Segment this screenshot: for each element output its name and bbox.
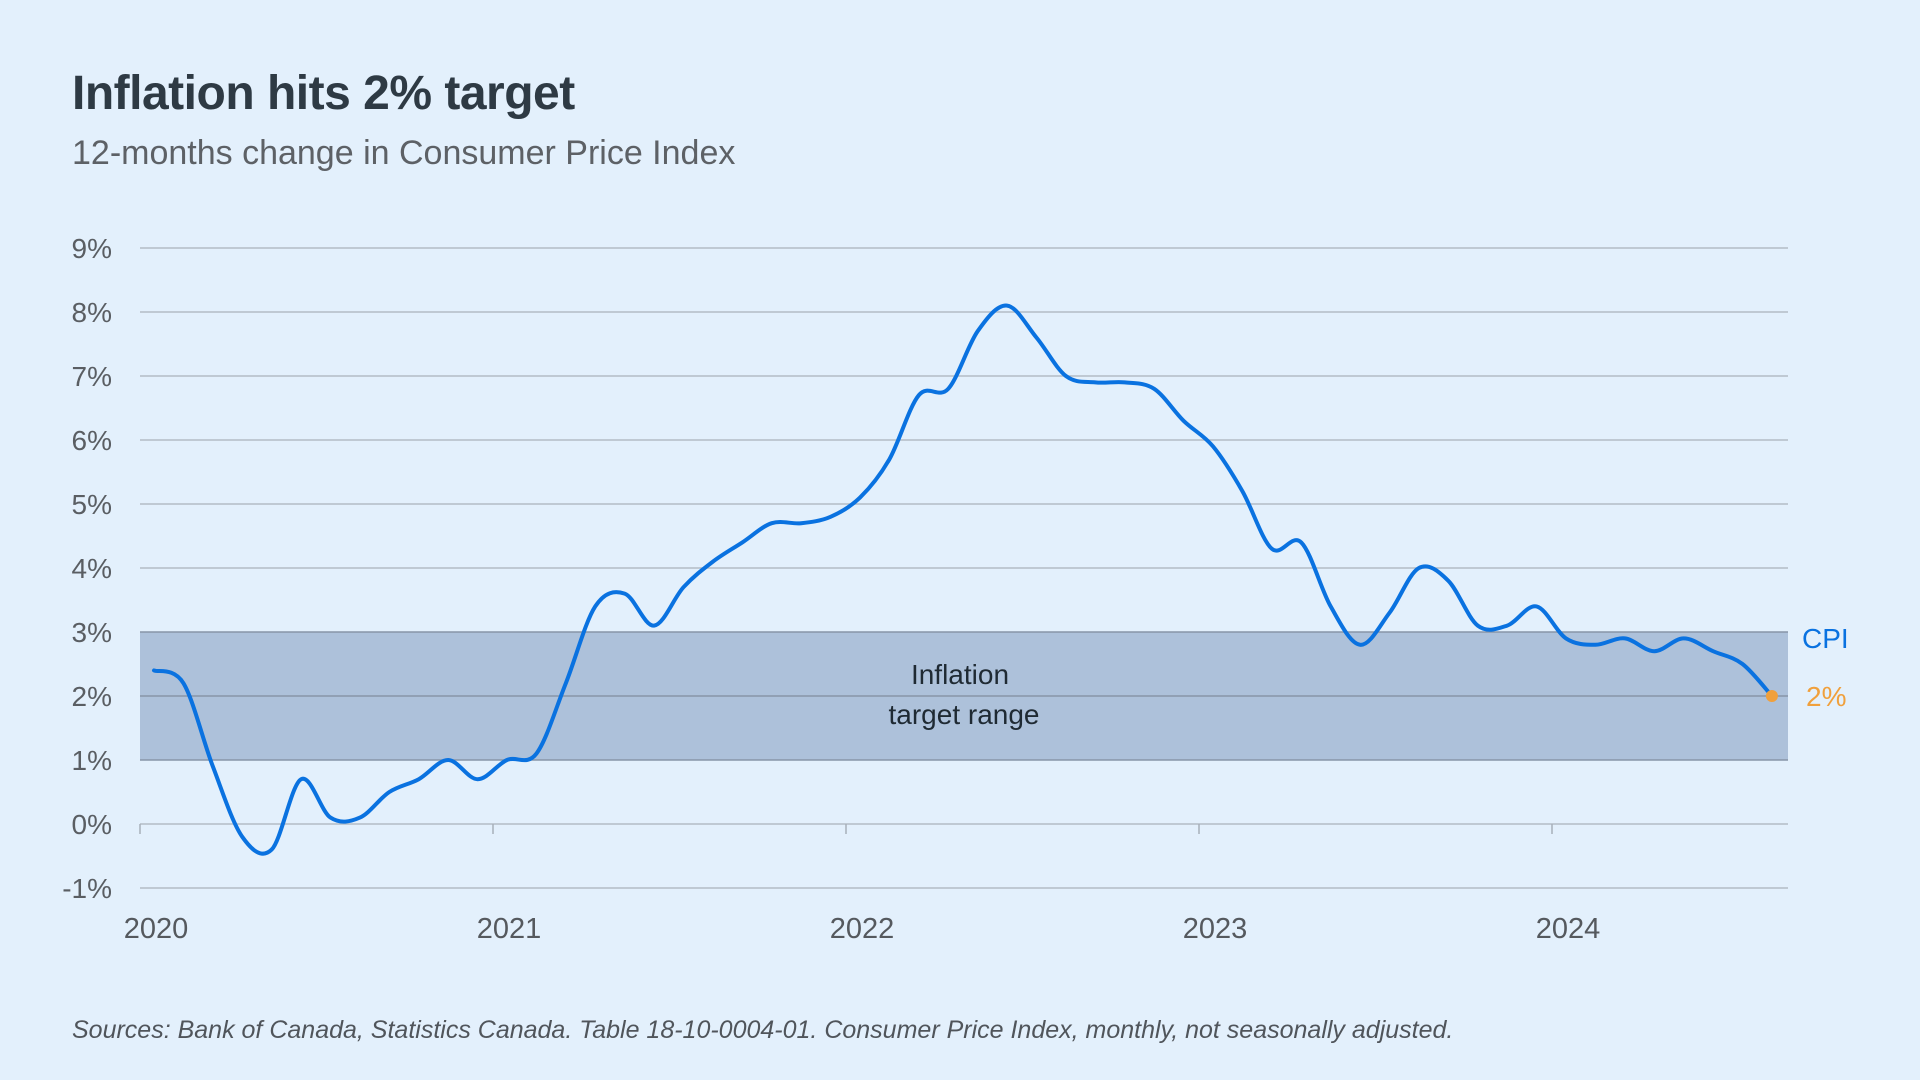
y-tick-label: 5% [72, 489, 112, 520]
endpoint-marker [1765, 690, 1778, 702]
x-tick-label: 2020 [124, 913, 189, 945]
band-label-line1: Inflation [911, 659, 1009, 690]
x-tick-label: 2022 [830, 913, 895, 945]
chart-title: Inflation hits 2% target [72, 67, 575, 120]
band-label-line2: target range [889, 699, 1040, 730]
series-label-cpi: CPI [1802, 623, 1849, 654]
y-tick-label: 9% [72, 233, 112, 264]
y-tick-label: 7% [72, 361, 112, 392]
x-tick-label: 2023 [1183, 913, 1248, 945]
cpi-line [152, 303, 1774, 856]
y-tick-label: 0% [72, 809, 112, 840]
chart-subtitle: 12-months change in Consumer Price Index [72, 134, 736, 172]
y-tick-label: 8% [72, 297, 112, 328]
y-tick-label: 3% [72, 617, 112, 648]
y-tick-label: 6% [72, 425, 112, 456]
source-note: Sources: Bank of Canada, Statistics Cana… [72, 1016, 1454, 1044]
y-tick-label: 2% [72, 681, 112, 712]
endpoint-value-label: 2% [1806, 681, 1846, 712]
x-tick-label: 2021 [477, 913, 542, 945]
y-tick-label: 1% [72, 745, 112, 776]
y-tick-label: -1% [62, 873, 112, 904]
x-tick-label: 2024 [1536, 913, 1601, 945]
y-tick-label: 4% [72, 553, 112, 584]
